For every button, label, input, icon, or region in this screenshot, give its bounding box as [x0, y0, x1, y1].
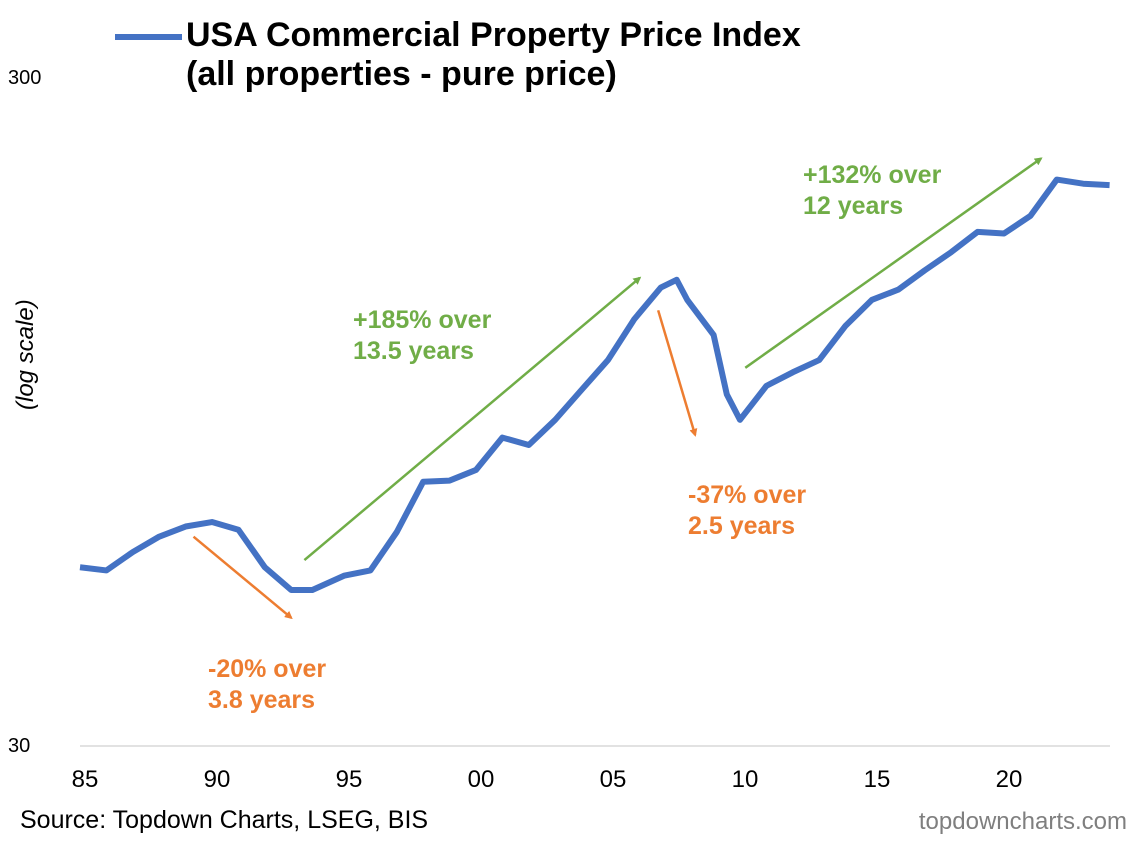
legend-entry: USA Commercial Property Price Index (all… — [186, 16, 801, 94]
y-tick-label: 30 — [8, 735, 31, 757]
brand-watermark: topdowncharts.com — [918, 808, 1127, 835]
x-tick-label: 90 — [203, 766, 231, 793]
x-tick-label: 95 — [335, 766, 363, 793]
x-tick-label: 05 — [599, 766, 627, 793]
series-line — [79, 176, 1110, 594]
x-tick-label: 20 — [995, 766, 1023, 793]
annotation-arrow — [192, 535, 293, 620]
annotation-label: -37% over 2.5 years — [688, 481, 807, 540]
x-tick-label: 15 — [863, 766, 891, 793]
legend-label: USA Commercial Property Price Index — [186, 16, 801, 54]
annotation-label: +185% over 13.5 years — [353, 306, 492, 365]
y-tick-label: 300 — [8, 67, 42, 89]
annotation-label: +132% over 12 years — [803, 161, 942, 220]
annotation-arrow — [303, 276, 642, 562]
annotation-label: -20% over 3.8 years — [208, 655, 327, 714]
x-tick-label: 00 — [467, 766, 495, 793]
x-tick-label: 10 — [731, 766, 759, 793]
y-axis-label: (log scale) — [12, 299, 39, 410]
annotation-arrow — [656, 309, 698, 437]
source-note: Source: Topdown Charts, LSEG, BIS — [20, 806, 429, 834]
legend-label-line2: (all properties - pure price) — [186, 55, 617, 93]
annotation-arrow — [744, 157, 1043, 369]
x-tick-label: 85 — [71, 766, 99, 793]
